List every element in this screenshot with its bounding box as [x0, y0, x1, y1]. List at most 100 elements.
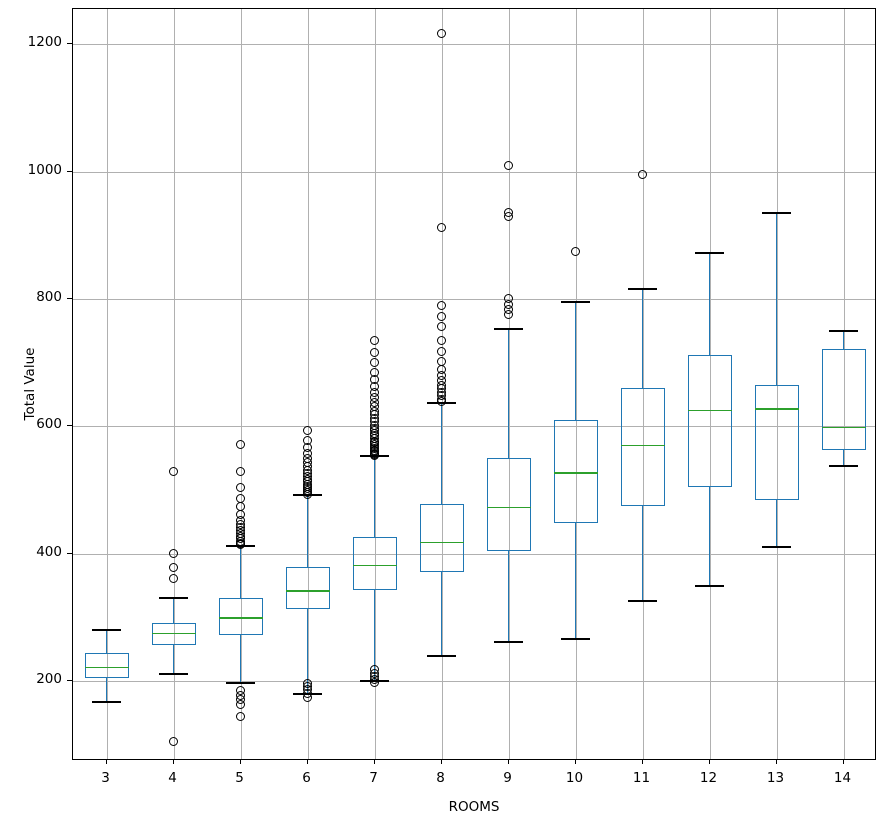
- gridline-vertical: [709, 9, 711, 759]
- y-axis-tick-label: 1200: [27, 34, 62, 51]
- median-line: [218, 617, 263, 620]
- x-axis-tick-mark: [306, 760, 308, 764]
- box-iqr: [352, 536, 397, 590]
- x-axis-tick-label: 8: [436, 770, 445, 786]
- cap-lower: [761, 545, 792, 548]
- box-iqr: [754, 385, 799, 500]
- x-axis-tick-label: 9: [503, 770, 512, 786]
- outlier-point: [236, 685, 245, 695]
- plot-area: [72, 8, 876, 760]
- x-axis-tick-mark: [708, 760, 710, 764]
- y-axis-tick-label: 400: [36, 543, 62, 560]
- median-line: [620, 444, 665, 447]
- cap-lower: [225, 682, 256, 685]
- cap-lower: [426, 655, 457, 658]
- whisker-upper: [306, 495, 309, 567]
- outlier-point: [370, 335, 379, 345]
- outlier-point: [504, 208, 513, 218]
- outlier-point: [504, 294, 513, 304]
- outlier-point: [236, 483, 245, 493]
- median-line: [151, 632, 196, 635]
- cap-upper: [493, 327, 524, 330]
- outlier-point: [437, 321, 446, 331]
- gridline-horizontal: [73, 681, 875, 683]
- y-axis-tick-mark: [67, 43, 72, 45]
- whisker-lower: [775, 499, 778, 547]
- median-line: [84, 666, 129, 669]
- outlier-point: [169, 563, 178, 573]
- gridline-vertical: [307, 9, 309, 759]
- x-axis-tick-label: 13: [766, 770, 785, 786]
- outlier-point: [169, 466, 178, 476]
- median-line: [687, 409, 732, 412]
- outlier-point: [236, 509, 245, 519]
- cap-upper: [828, 329, 859, 332]
- box-iqr: [218, 598, 263, 635]
- median-line: [285, 590, 330, 592]
- box-iqr: [620, 388, 665, 507]
- gridline-horizontal: [73, 553, 875, 555]
- cap-lower: [493, 640, 524, 643]
- gridline-horizontal: [73, 171, 875, 173]
- whisker-lower: [105, 678, 108, 702]
- whisker-lower: [842, 450, 845, 466]
- whisker-lower: [507, 551, 510, 642]
- x-axis-tick-mark: [373, 760, 375, 764]
- y-axis-tick-label: 200: [36, 671, 62, 688]
- x-axis-tick-label: 11: [632, 770, 651, 786]
- median-line: [352, 564, 397, 567]
- whisker-upper: [708, 253, 711, 356]
- whisker-upper: [440, 402, 443, 504]
- x-axis-tick-label: 12: [699, 770, 718, 786]
- box-iqr: [553, 420, 598, 524]
- outlier-point: [169, 737, 178, 747]
- y-axis-tick-mark: [67, 170, 72, 172]
- whisker-lower: [440, 572, 443, 657]
- outlier-point: [236, 493, 245, 503]
- y-axis-tick-label: 800: [36, 288, 62, 305]
- whisker-upper: [574, 302, 577, 421]
- box-iqr: [486, 458, 531, 552]
- median-line: [754, 408, 799, 410]
- outlier-point: [437, 300, 446, 310]
- outlier-point: [571, 246, 580, 256]
- gridline-vertical: [240, 9, 242, 759]
- whisker-upper: [239, 545, 242, 599]
- whisker-lower: [239, 634, 242, 684]
- x-axis-tick-label: 3: [101, 770, 110, 786]
- x-axis-tick-mark: [507, 760, 509, 764]
- y-axis-tick-mark: [67, 425, 72, 427]
- box-iqr: [285, 566, 330, 610]
- cap-lower: [627, 600, 658, 603]
- outlier-point: [370, 358, 379, 368]
- cap-upper: [761, 211, 792, 214]
- x-axis-tick-label: 4: [168, 770, 177, 786]
- gridline-horizontal: [73, 426, 875, 428]
- outlier-point: [437, 28, 446, 38]
- x-axis-tick-mark: [574, 760, 576, 764]
- whisker-lower: [306, 609, 309, 695]
- whisker-upper: [172, 597, 175, 623]
- x-axis-tick-mark: [172, 760, 174, 764]
- outlier-point: [437, 356, 446, 366]
- x-axis-tick-mark: [239, 760, 241, 764]
- gridline-vertical: [843, 9, 845, 759]
- outlier-point: [303, 425, 312, 435]
- outlier-point: [169, 573, 178, 583]
- outlier-point: [303, 435, 312, 445]
- gridline-horizontal: [73, 44, 875, 46]
- whisker-lower: [641, 506, 644, 602]
- cap-upper: [694, 252, 725, 255]
- outlier-point: [236, 466, 245, 476]
- outlier-point: [504, 160, 513, 170]
- x-axis-tick-label: 5: [235, 770, 244, 786]
- outlier-point: [437, 311, 446, 321]
- box-iqr: [419, 503, 464, 573]
- median-line: [419, 541, 464, 544]
- outlier-point: [437, 364, 446, 374]
- whisker-lower: [172, 645, 175, 674]
- outlier-point: [370, 664, 379, 674]
- x-axis-tick-label: 14: [833, 770, 852, 786]
- outlier-point: [236, 711, 245, 721]
- outlier-point: [437, 347, 446, 357]
